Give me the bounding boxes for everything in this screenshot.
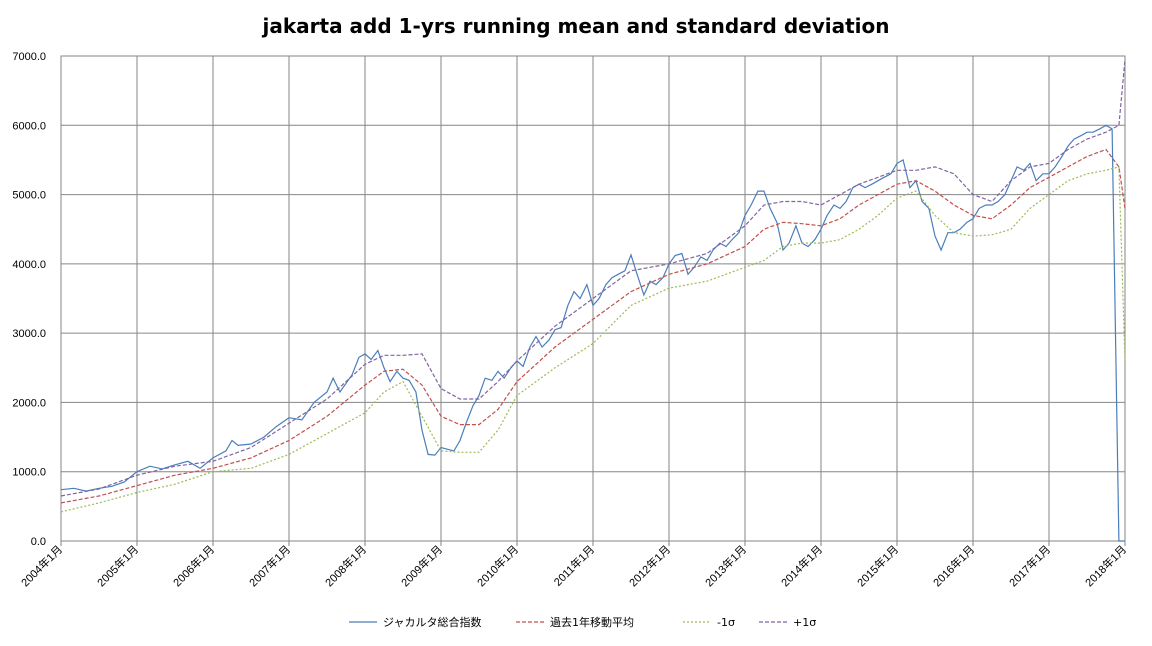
series-line bbox=[60, 148, 1126, 504]
legend-label: 過去1年移動平均 bbox=[550, 615, 634, 629]
x-tick-label: 2016年1月 bbox=[930, 542, 977, 589]
legend-label: ジャカルタ総合指数 bbox=[383, 615, 481, 629]
series-lines bbox=[60, 59, 1126, 542]
axis-ticks: 0.0 1000.0 2000.0 3000.0 4000.0 5000.0 6000.0 7… bbox=[12, 51, 1129, 589]
plot-border bbox=[60, 55, 1126, 542]
series-line bbox=[60, 166, 1126, 513]
series-line bbox=[60, 59, 1126, 497]
x-tick-label: 2008年1月 bbox=[322, 542, 369, 589]
y-tick-label: 3000.0 bbox=[12, 328, 46, 340]
x-tick-label: 2010年1月 bbox=[474, 542, 521, 589]
x-tick-label: 2007年1月 bbox=[246, 542, 293, 589]
x-tick-label: 2005年1月 bbox=[94, 542, 141, 589]
x-tick-label: 2013年1月 bbox=[702, 542, 749, 589]
y-tick-label: 2000.0 bbox=[12, 397, 46, 409]
grid bbox=[60, 55, 1126, 546]
legend-label: -1σ bbox=[717, 616, 735, 629]
legend: ジャカルタ総合指数 過去1年移動平均 -1σ +1σ bbox=[349, 615, 816, 629]
x-tick-label: 2018年1月 bbox=[1082, 542, 1129, 589]
y-tick-label: 6000.0 bbox=[12, 120, 46, 132]
y-tick-label: 4000.0 bbox=[12, 259, 46, 271]
x-tick-label: 2014年1月 bbox=[778, 542, 825, 589]
x-tick-label: 2015年1月 bbox=[854, 542, 901, 589]
y-tick-label: 0.0 bbox=[31, 536, 46, 548]
series-line bbox=[60, 124, 1125, 542]
x-tick-label: 2006年1月 bbox=[170, 542, 217, 589]
x-tick-label: 2004年1月 bbox=[18, 542, 65, 589]
x-tick-label: 2009年1月 bbox=[398, 542, 445, 589]
legend-label: +1σ bbox=[793, 616, 816, 629]
x-tick-label: 2012年1月 bbox=[626, 542, 673, 589]
x-tick-label: 2017年1月 bbox=[1006, 542, 1053, 589]
x-tick-label: 2011年1月 bbox=[551, 542, 598, 589]
y-tick-label: 7000.0 bbox=[12, 51, 46, 63]
chart-title: jakarta add 1-yrs running mean and stand… bbox=[262, 14, 890, 38]
y-tick-label: 1000.0 bbox=[12, 467, 46, 479]
y-tick-label: 5000.0 bbox=[12, 190, 46, 202]
